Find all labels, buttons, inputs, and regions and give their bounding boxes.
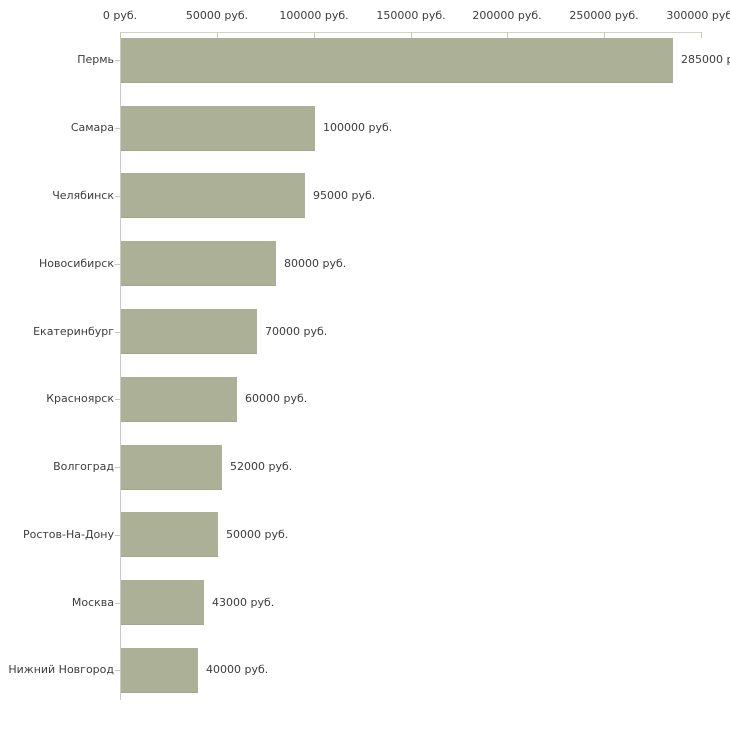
- x-axis-tick: [314, 32, 315, 38]
- x-axis-tick: [411, 32, 412, 38]
- value-label: 50000 руб.: [226, 528, 289, 541]
- bar: [121, 648, 198, 693]
- category-label: Нижний Новгород: [8, 663, 114, 676]
- x-axis-tick-label: 0 руб.: [102, 9, 138, 22]
- y-axis-line: [120, 32, 121, 700]
- category-tick: [115, 196, 120, 197]
- category-tick: [115, 264, 120, 265]
- category-tick: [115, 128, 120, 129]
- category-tick: [115, 60, 120, 61]
- value-label: 100000 руб.: [323, 121, 393, 134]
- bar: [121, 173, 305, 218]
- x-axis-tick-label: 200000 руб.: [472, 9, 542, 22]
- category-tick: [115, 535, 120, 536]
- bar: [121, 38, 673, 83]
- bar: [121, 309, 257, 354]
- x-axis-tick: [120, 32, 121, 38]
- x-axis-tick: [701, 32, 702, 38]
- x-axis-tick-label: 100000 руб.: [279, 9, 349, 22]
- x-axis-tick-label: 150000 руб.: [376, 9, 446, 22]
- category-tick: [115, 603, 120, 604]
- value-label: 60000 руб.: [245, 392, 308, 405]
- category-tick: [115, 399, 120, 400]
- value-label: 95000 руб.: [313, 189, 376, 202]
- x-axis-tick: [604, 32, 605, 38]
- bar: [121, 106, 315, 151]
- x-axis-tick: [217, 32, 218, 38]
- category-label: Екатеринбург: [33, 325, 114, 338]
- category-label: Пермь: [77, 53, 114, 66]
- value-label: 40000 руб.: [206, 663, 269, 676]
- bar: [121, 445, 222, 490]
- bar: [121, 241, 276, 286]
- category-label: Ростов-На-Дону: [22, 528, 114, 541]
- bar: [121, 512, 218, 557]
- value-label: 43000 руб.: [212, 596, 275, 609]
- category-label: Красноярск: [46, 392, 114, 405]
- category-tick: [115, 670, 120, 671]
- bar: [121, 580, 204, 625]
- category-label: Новосибирск: [38, 257, 114, 270]
- value-label: 70000 руб.: [265, 325, 328, 338]
- x-axis-tick-label: 300000 руб.: [666, 9, 730, 22]
- value-label: 80000 руб.: [284, 257, 347, 270]
- value-label: 52000 руб.: [230, 460, 293, 473]
- category-label: Москва: [71, 596, 114, 609]
- bar: [121, 377, 237, 422]
- x-axis-tick-label: 250000 руб.: [569, 9, 639, 22]
- category-label: Волгоград: [53, 460, 114, 473]
- value-label: 285000 руб.: [681, 53, 730, 66]
- x-axis-tick: [507, 32, 508, 38]
- category-tick: [115, 332, 120, 333]
- category-tick: [115, 467, 120, 468]
- category-label: Самара: [70, 121, 114, 134]
- x-axis-tick-label: 50000 руб.: [185, 9, 249, 22]
- category-label: Челябинск: [52, 189, 114, 202]
